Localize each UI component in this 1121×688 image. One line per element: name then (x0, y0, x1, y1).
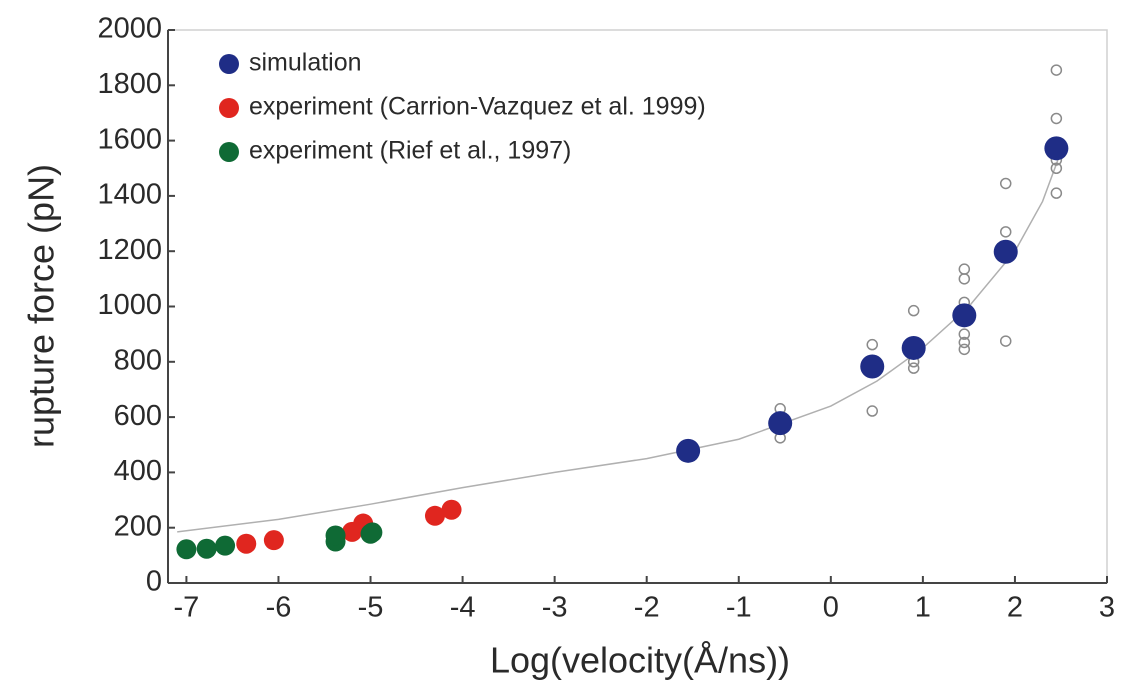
legend-marker (219, 142, 239, 162)
x-tick-label: 0 (823, 592, 839, 624)
y-tick-label: 400 (114, 455, 162, 487)
x-tick-label: -5 (358, 592, 384, 624)
sample-point (1050, 112, 1063, 125)
point (993, 239, 1018, 264)
x-tick-label: -1 (726, 592, 752, 624)
y-tick-label: 0 (146, 566, 162, 598)
y-tick-label: 1600 (97, 123, 162, 155)
x-axis-label: Log(velocity(Å/ns)) (490, 640, 790, 681)
legend-label: experiment (Rief et al., 1997) (249, 137, 571, 165)
sample-point (866, 405, 878, 417)
x-tick-label: -7 (174, 592, 200, 624)
x-tick-label: -2 (634, 592, 660, 624)
x-tick-label: -3 (542, 592, 568, 624)
y-tick-label: 2000 (97, 13, 162, 45)
point (424, 505, 445, 526)
sample-point (958, 328, 971, 340)
point (196, 538, 217, 559)
legend-marker (219, 54, 239, 74)
legend-label: experiment (Carrion-Vazquez et al. 1999) (249, 93, 706, 121)
legend-marker (219, 98, 239, 118)
y-tick-label: 1800 (97, 68, 162, 100)
sample-point (958, 263, 971, 275)
sample-point (1050, 162, 1063, 174)
sample-point (907, 362, 920, 374)
x-tick-label: -6 (266, 592, 292, 624)
y-tick-label: 1000 (97, 289, 162, 321)
point (325, 525, 346, 546)
y-tick-label: 600 (114, 400, 162, 432)
point (860, 354, 885, 379)
point (263, 530, 284, 551)
point (176, 539, 197, 560)
sample-point (958, 273, 971, 285)
sample-point (1050, 64, 1063, 76)
y-tick-label: 200 (114, 510, 162, 542)
y-tick-label: 800 (114, 344, 162, 376)
fit-curve (177, 151, 1062, 533)
x-tick-label: 2 (1007, 592, 1023, 624)
point (441, 499, 462, 520)
sample-point (999, 335, 1012, 347)
point (901, 335, 926, 360)
sample-point (999, 177, 1012, 190)
sample-point (999, 226, 1012, 238)
y-axis-label: rupture force (pN) (21, 164, 62, 448)
sample-point (866, 338, 878, 351)
point (215, 535, 236, 556)
sample-point (1050, 187, 1063, 199)
point (236, 533, 257, 554)
sample-point (958, 343, 971, 356)
legend-label: simulation (249, 49, 362, 77)
sample-point (958, 336, 971, 349)
point (952, 303, 977, 328)
point (1044, 136, 1069, 161)
point (676, 438, 701, 463)
x-tick-label: 1 (915, 592, 931, 624)
y-tick-label: 1200 (97, 234, 162, 266)
y-tick-label: 1400 (97, 179, 162, 211)
x-tick-label: 3 (1099, 592, 1115, 624)
point (362, 522, 383, 543)
point (768, 411, 793, 436)
sample-point (907, 304, 920, 317)
x-tick-label: -4 (450, 592, 476, 624)
